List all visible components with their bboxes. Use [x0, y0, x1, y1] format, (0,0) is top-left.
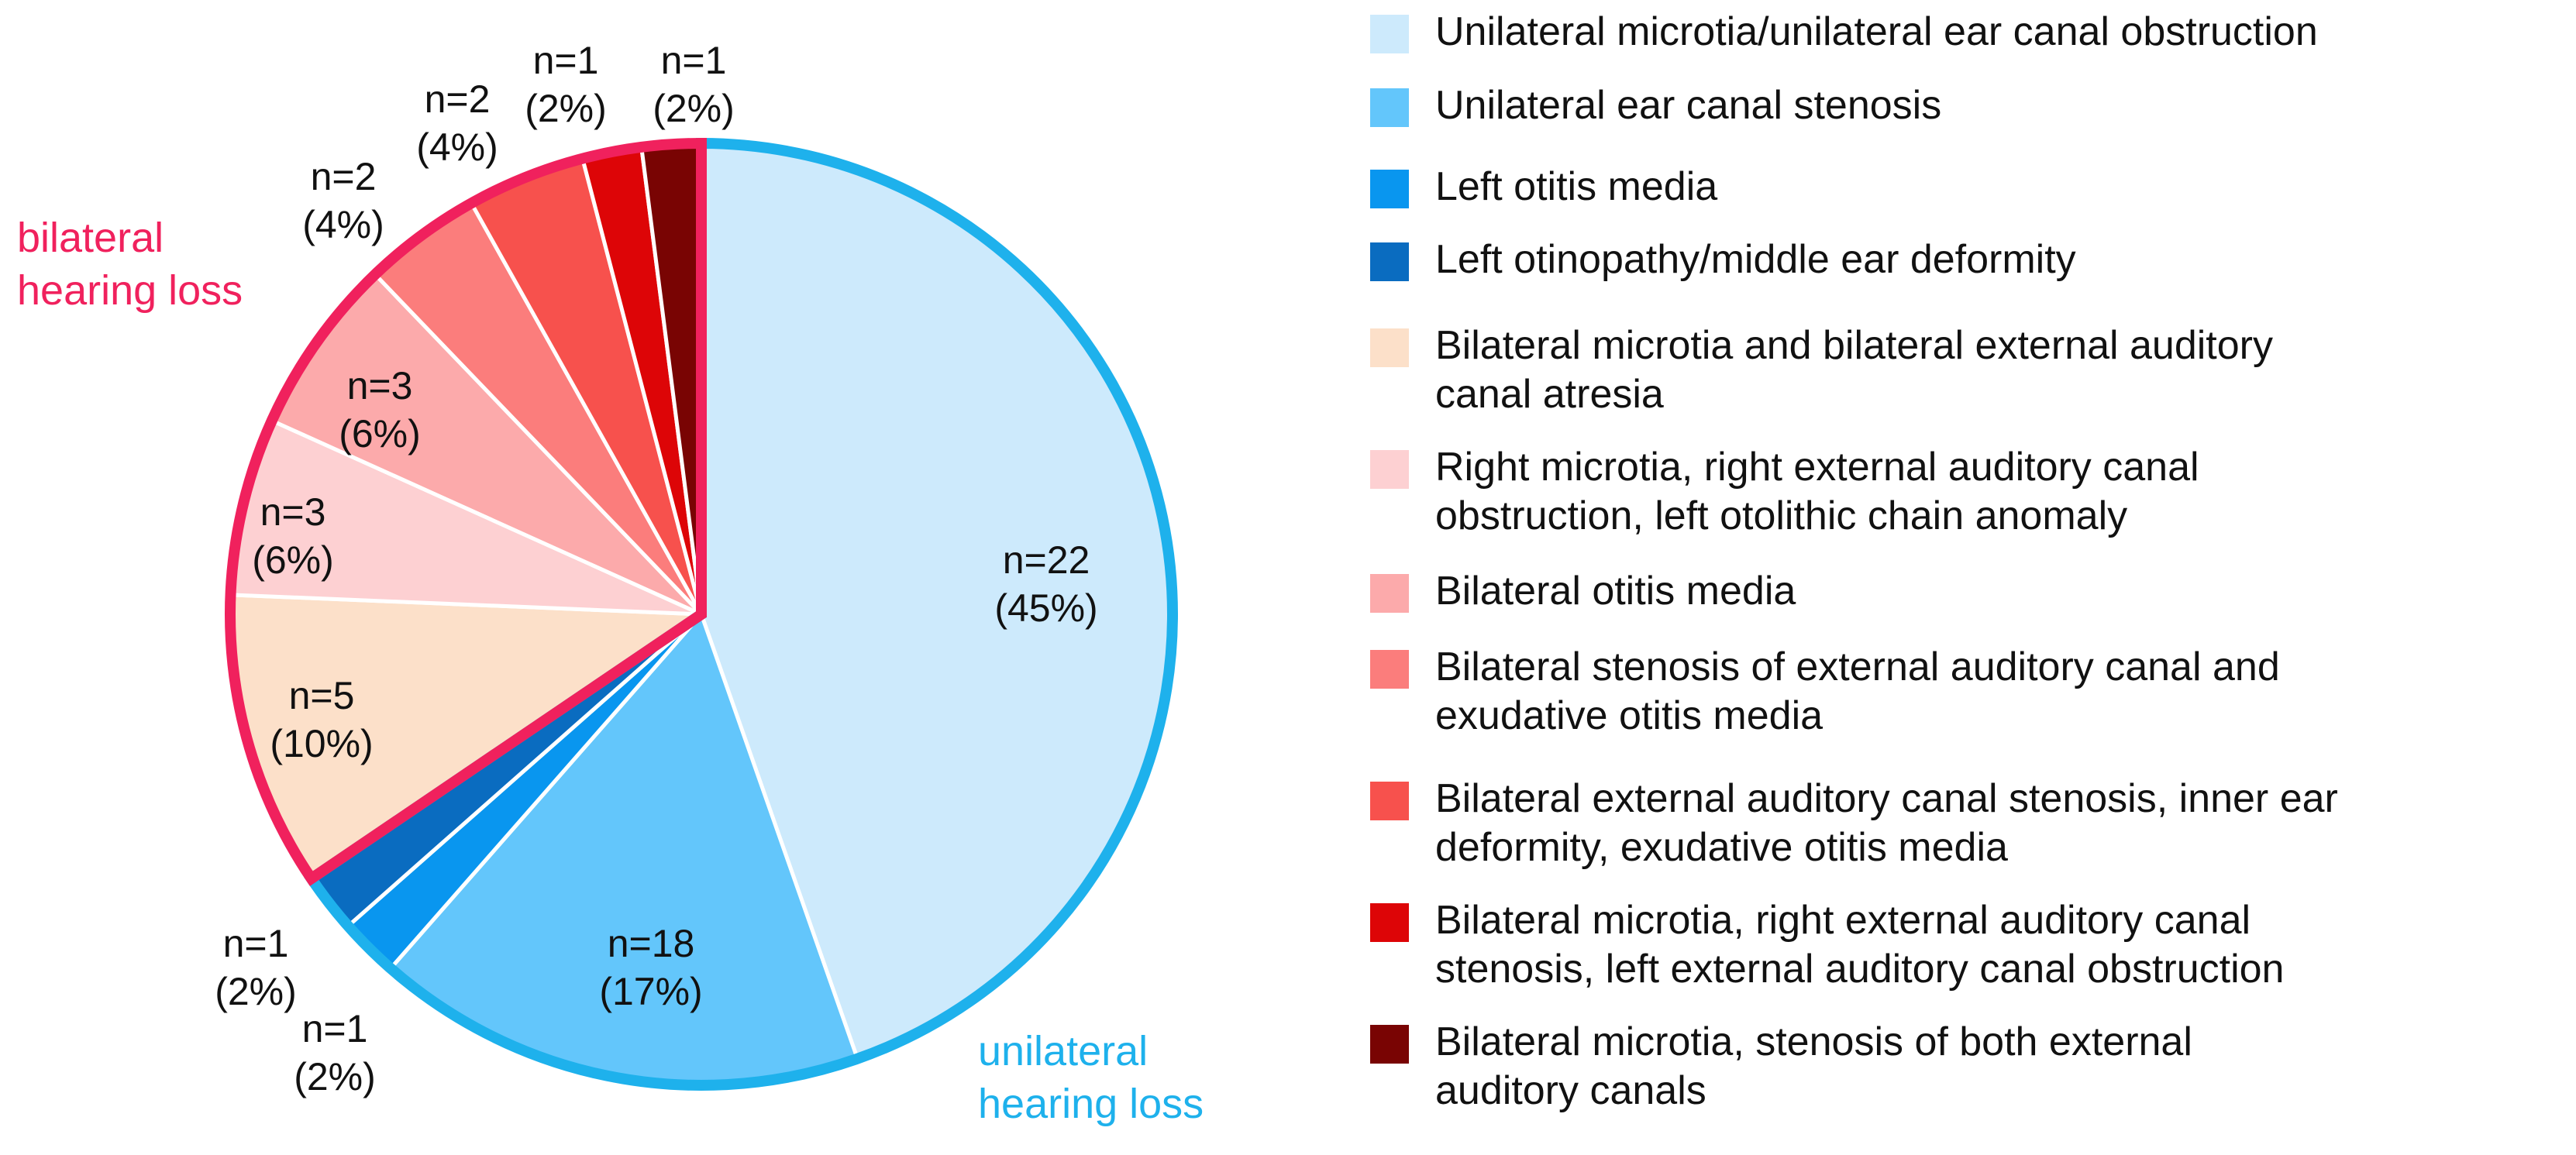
- slice-label-pct-2: (17%): [599, 970, 702, 1013]
- legend-label-8-line-1: Bilateral stenosis of external auditory …: [1435, 645, 2280, 689]
- slice-label-n-10: n=1: [533, 39, 599, 82]
- slice-label-n-8: n=2: [311, 155, 377, 198]
- legend-swatch-1: [1370, 15, 1409, 53]
- slice-label-pct-10: (2%): [525, 87, 607, 130]
- slice-label-n-1: n=22: [1003, 538, 1090, 582]
- group-label-unilateral-line-2: hearing loss: [978, 1081, 1204, 1127]
- legend-label-10-line-1: Bilateral microtia, right external audit…: [1435, 898, 2251, 943]
- slice-label-pct-11: (2%): [653, 87, 735, 130]
- group-labels: unilateral hearing loss bilateral hearing l…: [17, 215, 1204, 1127]
- slice-label-pct-4: (2%): [215, 970, 297, 1013]
- legend: Unilateral microtia/unilateral ear canal…: [1370, 9, 2338, 1113]
- slice-label-pct-3: (2%): [294, 1055, 376, 1098]
- legend-label-4: Left otinopathy/middle ear deformity: [1435, 237, 2076, 282]
- legend-swatch-3: [1370, 170, 1409, 208]
- slice-label-pct-5: (10%): [270, 722, 373, 765]
- legend-swatch-6: [1370, 450, 1409, 489]
- slice-label-pct-8: (4%): [302, 203, 384, 246]
- legend-label-6-line-1: Right microtia, right external auditory …: [1435, 445, 2199, 490]
- legend-swatch-2: [1370, 88, 1409, 127]
- legend-swatch-7: [1370, 574, 1409, 613]
- legend-swatch-8: [1370, 650, 1409, 689]
- slice-label-n-9: n=2: [425, 77, 491, 121]
- pie-slices: [228, 141, 1175, 1088]
- group-outline-arcs: [225, 137, 1178, 1091]
- slice-label-pct-7: (6%): [339, 412, 421, 455]
- group-outline-unilateral: [304, 137, 1178, 1091]
- slice-label-n-3: n=1: [302, 1007, 368, 1050]
- slice-label-n-2: n=18: [608, 922, 695, 965]
- slice-label-n-5: n=5: [289, 674, 355, 717]
- slice-label-pct-1: (45%): [994, 586, 1097, 630]
- slice-label-n-6: n=3: [260, 490, 326, 534]
- legend-swatch-9: [1370, 782, 1409, 820]
- slice-label-n-4: n=1: [223, 922, 289, 965]
- legend-label-10-line-2: stenosis, left external auditory canal o…: [1435, 947, 2284, 992]
- legend-label-11-line-1: Bilateral microtia, stenosis of both ext…: [1435, 1019, 2192, 1064]
- group-outline-bilateral: [225, 137, 707, 886]
- group-label-bilateral-line-1: bilateral: [17, 215, 164, 261]
- slice-label-pct-9: (4%): [416, 125, 498, 169]
- legend-swatch-4: [1370, 242, 1409, 281]
- legend-label-1: Unilateral microtia/unilateral ear canal…: [1435, 9, 2318, 54]
- legend-label-6-line-2: obstruction, left otolithic chain anomal…: [1435, 493, 2127, 538]
- legend-label-3: Left otitis media: [1435, 164, 1717, 209]
- legend-label-9-line-1: Bilateral external auditory canal stenos…: [1435, 776, 2338, 821]
- group-label-bilateral-line-2: hearing loss: [17, 267, 243, 314]
- slice-label-n-7: n=3: [347, 364, 413, 407]
- legend-label-8-line-2: exudative otitis media: [1435, 693, 1823, 738]
- legend-label-5-line-1: Bilateral microtia and bilateral externa…: [1435, 323, 2273, 368]
- legend-swatch-5: [1370, 328, 1409, 367]
- legend-label-11-line-2: auditory canals: [1435, 1068, 1706, 1113]
- legend-label-9-line-2: deformity, exudative otitis media: [1435, 825, 2008, 870]
- group-label-unilateral-line-1: unilateral: [978, 1028, 1148, 1074]
- slice-label-pct-6: (6%): [252, 538, 334, 582]
- legend-label-7: Bilateral otitis media: [1435, 569, 1796, 614]
- legend-label-2: Unilateral ear canal stenosis: [1435, 83, 1941, 128]
- legend-label-5-line-2: canal atresia: [1435, 372, 1664, 417]
- legend-swatch-10: [1370, 903, 1409, 942]
- slice-labels: n=22(45%)n=18(17%)n=1(2%)n=1(2%)n=5(10%)…: [215, 39, 1097, 1098]
- legend-swatch-11: [1370, 1025, 1409, 1064]
- slice-label-n-11: n=1: [661, 39, 727, 82]
